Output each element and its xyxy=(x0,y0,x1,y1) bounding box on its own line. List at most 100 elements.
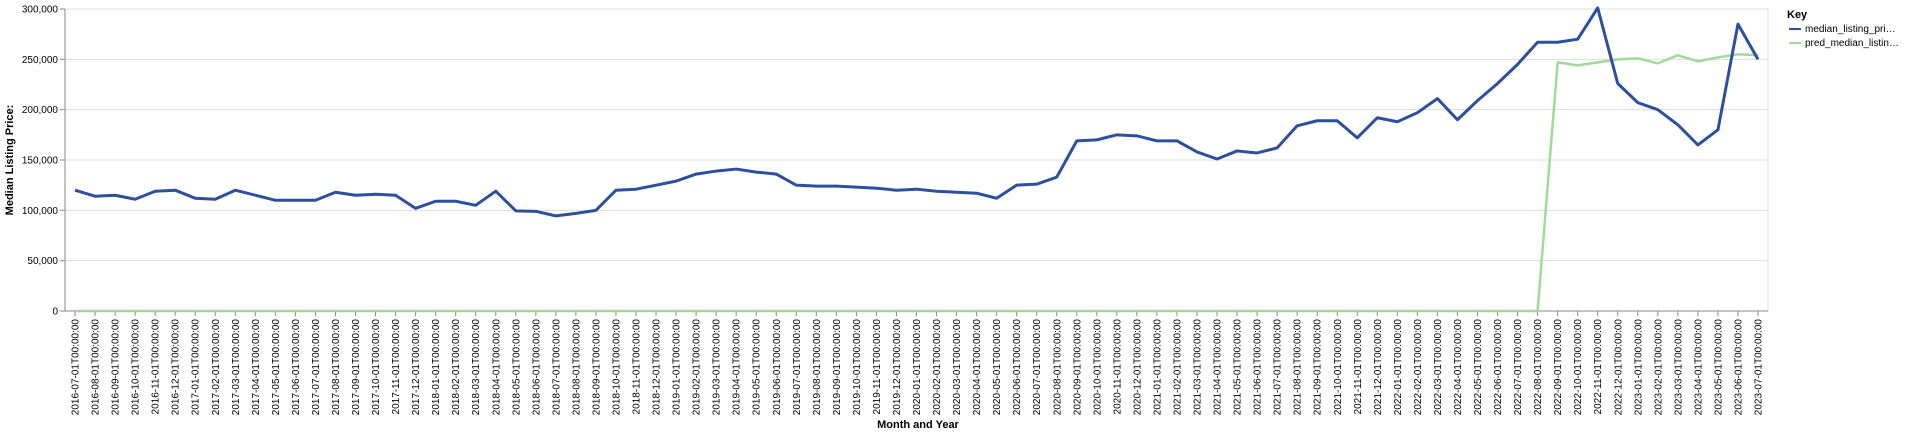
x-tick-label: 2017-06-01T00:00:00 xyxy=(291,319,302,416)
series-line-pred-median-listing-price xyxy=(75,53,1759,313)
x-tick-label: 2023-06-01T00:00:00 xyxy=(1733,319,1744,416)
x-tick-label: 2018-08-01T00:00:00 xyxy=(571,319,582,416)
x-tick-label: 2021-10-01T00:00:00 xyxy=(1333,319,1344,416)
x-tick-label: 2022-09-01T00:00:00 xyxy=(1553,319,1564,416)
x-tick-label: 2017-12-01T00:00:00 xyxy=(411,319,422,416)
x-tick-label: 2020-03-01T00:00:00 xyxy=(952,319,963,416)
x-tick-label: 2020-02-01T00:00:00 xyxy=(932,319,943,416)
gridlines xyxy=(64,8,1769,312)
x-tick-label: 2022-01-01T00:00:00 xyxy=(1393,319,1404,416)
x-tick-label: 2018-01-01T00:00:00 xyxy=(431,319,442,416)
x-tick-label: 2017-05-01T00:00:00 xyxy=(271,319,282,416)
y-tick-label: 200,000 xyxy=(22,105,59,116)
x-tick-label: 2021-11-01T00:00:00 xyxy=(1353,319,1364,415)
x-tick-label: 2021-03-01T00:00:00 xyxy=(1193,319,1204,416)
y-axis: 0 50,000 100,000 150,000 200,000 250,000 300,0… xyxy=(22,5,66,318)
y-tick-label: 250,000 xyxy=(22,55,59,66)
x-tick-label: 2019-04-01T00:00:00 xyxy=(732,319,743,416)
x-tick-label: 2020-06-01T00:00:00 xyxy=(1012,319,1023,416)
y-tick-label: 0 xyxy=(52,307,58,318)
x-tick-label: 2017-10-01T00:00:00 xyxy=(371,319,382,416)
x-tick-label: 2021-05-01T00:00:00 xyxy=(1233,319,1244,416)
x-tick-label: 2016-11-01T00:00:00 xyxy=(151,319,162,415)
x-tick-label: 2020-01-01T00:00:00 xyxy=(912,319,923,416)
x-tick-label: 2016-12-01T00:00:00 xyxy=(171,319,182,416)
x-tick-label: 2023-03-01T00:00:00 xyxy=(1673,319,1684,416)
x-tick-label: 2020-05-01T00:00:00 xyxy=(992,319,1003,416)
y-tick-label: 50,000 xyxy=(27,256,58,267)
x-tick-label: 2019-03-01T00:00:00 xyxy=(712,319,723,416)
x-tick-label: 2021-12-01T00:00:00 xyxy=(1373,319,1384,416)
x-tick-label: 2023-02-01T00:00:00 xyxy=(1653,319,1664,416)
x-tick-label: 2019-07-01T00:00:00 xyxy=(792,319,803,416)
x-tick-label: 2016-08-01T00:00:00 xyxy=(91,319,102,416)
x-tick-label: 2018-10-01T00:00:00 xyxy=(611,319,622,416)
x-tick-label: 2019-09-01T00:00:00 xyxy=(832,319,843,416)
x-tick-label: 2021-08-01T00:00:00 xyxy=(1293,319,1304,416)
x-axis-title: Month and Year xyxy=(877,419,959,431)
series-line-median-listing-price xyxy=(74,6,1760,218)
x-tick-label: 2018-12-01T00:00:00 xyxy=(652,319,663,416)
x-tick-label: 2022-03-01T00:00:00 xyxy=(1433,319,1444,416)
x-tick-label: 2016-10-01T00:00:00 xyxy=(131,319,142,416)
x-tick-label: 2019-12-01T00:00:00 xyxy=(892,319,903,416)
x-tick-label: 2016-09-01T00:00:00 xyxy=(111,319,122,416)
legend-label: median_listing_pri… xyxy=(1805,24,1896,35)
x-tick-label: 2020-08-01T00:00:00 xyxy=(1052,319,1063,416)
x-axis: 2016-07-01T00:00:00 2016-08-01T00:00:00 20… xyxy=(65,310,1768,416)
x-tick-label: 2018-11-01T00:00:00 xyxy=(632,319,643,415)
x-tick-label: 2017-08-01T00:00:00 xyxy=(331,319,342,416)
x-tick-label: 2017-04-01T00:00:00 xyxy=(251,319,262,416)
x-tick-label: 2018-06-01T00:00:00 xyxy=(531,319,542,416)
x-tick-label: 2018-07-01T00:00:00 xyxy=(551,319,562,416)
x-tick-label: 2021-07-01T00:00:00 xyxy=(1273,319,1284,416)
x-tick-label: 2017-07-01T00:00:00 xyxy=(311,319,322,416)
x-tick-label: 2022-06-01T00:00:00 xyxy=(1493,319,1504,416)
x-tick-label: 2023-01-01T00:00:00 xyxy=(1633,319,1644,416)
x-tick-label: 2017-11-01T00:00:00 xyxy=(391,319,402,415)
x-tick-label: 2021-02-01T00:00:00 xyxy=(1172,319,1183,416)
x-tick-label: 2017-09-01T00:00:00 xyxy=(351,319,362,416)
x-tick-label: 2022-05-01T00:00:00 xyxy=(1473,319,1484,416)
x-tick-label: 2020-12-01T00:00:00 xyxy=(1132,319,1143,416)
x-tick-label: 2022-07-01T00:00:00 xyxy=(1513,319,1524,416)
x-tick-label: 2020-10-01T00:00:00 xyxy=(1092,319,1103,416)
y-tick-label: 300,000 xyxy=(22,5,59,16)
x-tick-label: 2019-06-01T00:00:00 xyxy=(772,319,783,416)
x-tick-label: 2020-09-01T00:00:00 xyxy=(1072,319,1083,416)
x-tick-label: 2020-04-01T00:00:00 xyxy=(972,319,983,416)
x-tick-label: 2019-08-01T00:00:00 xyxy=(812,319,823,416)
x-tick-label: 2019-10-01T00:00:00 xyxy=(852,319,863,416)
y-tick-label: 150,000 xyxy=(22,156,59,167)
x-tick-label: 2018-03-01T00:00:00 xyxy=(471,319,482,416)
legend-title: Key xyxy=(1787,9,1808,21)
y-axis-title: Median Listing Price: xyxy=(4,105,16,216)
legend-label: pred_median_listin… xyxy=(1805,38,1899,49)
x-tick-label: 2019-01-01T00:00:00 xyxy=(672,319,683,416)
legend: Key median_listing_pri… pred_median_listi… xyxy=(1787,9,1899,49)
x-tick-label: 2018-02-01T00:00:00 xyxy=(451,319,462,416)
x-tick-label: 2022-10-01T00:00:00 xyxy=(1573,319,1584,416)
x-tick-label: 2019-11-01T00:00:00 xyxy=(872,319,883,415)
x-tick-label: 2021-04-01T00:00:00 xyxy=(1213,319,1224,416)
x-tick-label: 2022-12-01T00:00:00 xyxy=(1613,319,1624,416)
x-tick-label: 2022-08-01T00:00:00 xyxy=(1533,319,1544,416)
x-tick-label: 2022-02-01T00:00:00 xyxy=(1413,319,1424,416)
x-tick-label: 2018-05-01T00:00:00 xyxy=(511,319,522,416)
y-tick-label: 100,000 xyxy=(22,206,59,217)
x-tick-label: 2021-06-01T00:00:00 xyxy=(1253,319,1264,416)
x-tick-label: 2016-07-01T00:00:00 xyxy=(71,319,82,416)
x-tick-label: 2019-05-01T00:00:00 xyxy=(752,319,763,416)
x-tick-label: 2018-04-01T00:00:00 xyxy=(491,319,502,416)
x-tick-label: 2020-11-01T00:00:00 xyxy=(1112,319,1123,415)
x-tick-label: 2019-02-01T00:00:00 xyxy=(692,319,703,416)
x-tick-label: 2017-02-01T00:00:00 xyxy=(211,319,222,416)
x-tick-label: 2017-03-01T00:00:00 xyxy=(231,319,242,416)
x-tick-label: 2022-04-01T00:00:00 xyxy=(1453,319,1464,416)
x-tick-label: 2023-04-01T00:00:00 xyxy=(1693,319,1704,416)
x-tick-label: 2021-09-01T00:00:00 xyxy=(1313,319,1324,416)
x-tick-label: 2020-07-01T00:00:00 xyxy=(1032,319,1043,416)
x-tick-label: 2022-11-01T00:00:00 xyxy=(1593,319,1604,415)
series-lines xyxy=(74,6,1760,313)
